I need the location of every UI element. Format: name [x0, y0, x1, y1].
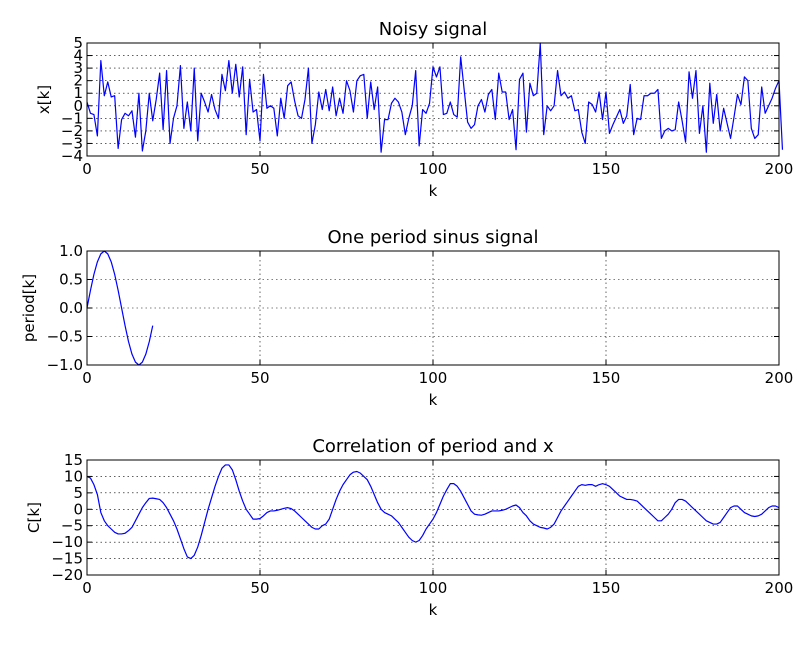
y-tick-label: −10	[51, 533, 83, 551]
series-line	[86, 250, 154, 366]
x-tick-label: 50	[250, 579, 269, 597]
y-tick-label: 2	[73, 72, 83, 90]
y-tick-label: 10	[64, 467, 83, 485]
x-tick-label: 200	[765, 160, 794, 178]
x-axis-label: k	[429, 182, 438, 200]
series-line	[86, 464, 780, 560]
chart-title: One period sinus signal	[328, 227, 539, 248]
y-tick-label: 4	[73, 47, 83, 65]
x-tick-label: 200	[765, 369, 794, 387]
x-axis-label: k	[429, 391, 438, 409]
x-tick-label: 150	[592, 579, 621, 597]
x-tick-label: 0	[82, 579, 92, 597]
x-tick-label: 200	[765, 579, 794, 597]
y-tick-label: −2	[61, 122, 83, 140]
y-tick-label: 0	[73, 500, 83, 518]
y-tick-label: −4	[61, 147, 83, 165]
y-tick-label: 0	[73, 97, 83, 115]
y-tick-label: 1	[73, 84, 83, 102]
y-tick-label: −15	[51, 550, 83, 568]
y-tick-label: −5	[61, 517, 83, 535]
x-tick-label: 100	[419, 369, 448, 387]
y-tick-label: −0.5	[47, 328, 83, 346]
x-tick-label: 50	[250, 369, 269, 387]
x-tick-label: 50	[250, 160, 269, 178]
y-tick-label: −1	[61, 109, 83, 127]
y-axis-label: C[k]	[25, 502, 43, 533]
y-tick-label: 3	[73, 59, 83, 77]
y-tick-label: −20	[51, 566, 83, 584]
y-tick-label: 15	[64, 451, 83, 469]
y-tick-label: 1.0	[59, 242, 83, 260]
y-tick-label: 5	[73, 484, 83, 502]
y-axis-label: period[k]	[20, 274, 38, 342]
axes-frame	[86, 42, 780, 157]
x-tick-label: 150	[592, 160, 621, 178]
y-tick-label: 0.0	[59, 299, 83, 317]
x-tick-label: 100	[419, 579, 448, 597]
x-tick-label: 150	[592, 369, 621, 387]
x-tick-label: 100	[419, 160, 448, 178]
x-axis-label: k	[429, 601, 438, 619]
y-tick-label: 0.5	[59, 271, 83, 289]
y-tick-label: 5	[73, 34, 83, 52]
chart-title: Noisy signal	[379, 19, 487, 40]
chart-title: Correlation of period and x	[312, 436, 554, 457]
series-line	[86, 42, 784, 153]
x-tick-label: 0	[82, 160, 92, 178]
subplot-one-period-sinus: 0 50 100 150 200 −1.0 −0.5 0.0 0.5 1.0 One period …	[20, 227, 793, 409]
subplot-correlation: 0 50 100 150 200−20−15−10−5051015Correlation…	[25, 436, 793, 619]
y-tick-label: −1.0	[47, 356, 83, 374]
x-tick-label: 0	[82, 369, 92, 387]
y-axis-label: x[k]	[35, 85, 53, 114]
y-tick-label: −3	[61, 134, 83, 152]
